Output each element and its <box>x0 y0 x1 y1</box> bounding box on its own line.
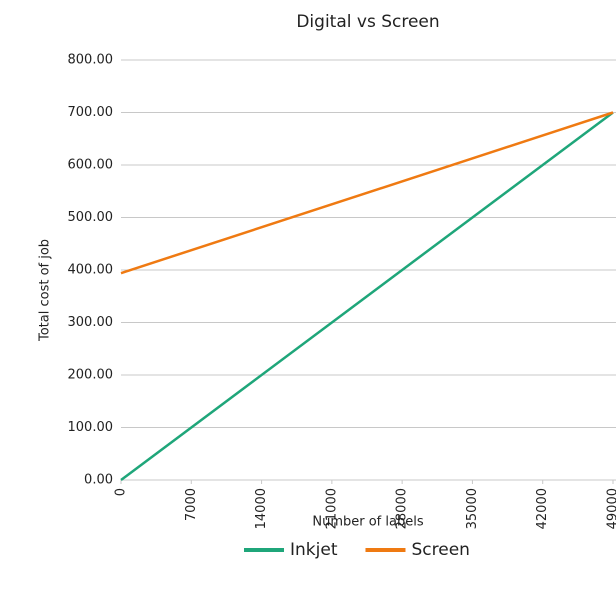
y-tick-label: 700.00 <box>68 105 114 120</box>
y-tick-label: 300.00 <box>68 315 114 330</box>
x-axis-label: Number of labels <box>312 515 423 530</box>
y-tick-label: 200.00 <box>68 368 114 383</box>
x-tick-label: 28000 <box>395 488 410 529</box>
x-tick-label: 0 <box>114 488 129 496</box>
series-line <box>120 111 614 482</box>
x-tick-label: 35000 <box>465 488 480 529</box>
legend-label: Screen <box>411 540 469 560</box>
x-tick-label: 21000 <box>324 488 339 529</box>
y-tick-label: 600.00 <box>68 158 114 173</box>
legend-label: Inkjet <box>290 540 338 560</box>
x-tick-label: 7000 <box>184 488 199 521</box>
y-tick-label: 400.00 <box>68 263 114 278</box>
chart-title: Digital vs Screen <box>296 12 439 32</box>
y-tick-label: 100.00 <box>68 420 114 435</box>
y-tick-label: 500.00 <box>68 210 114 225</box>
x-tick-label: 42000 <box>535 488 550 529</box>
x-tick-label: 49000 <box>606 488 616 529</box>
y-axis-label: Total cost of job <box>38 239 53 342</box>
x-tick-label: 14000 <box>254 488 269 529</box>
series-line <box>120 111 614 275</box>
y-tick-label: 0.00 <box>84 473 113 488</box>
y-tick-label: 800.00 <box>68 53 114 68</box>
